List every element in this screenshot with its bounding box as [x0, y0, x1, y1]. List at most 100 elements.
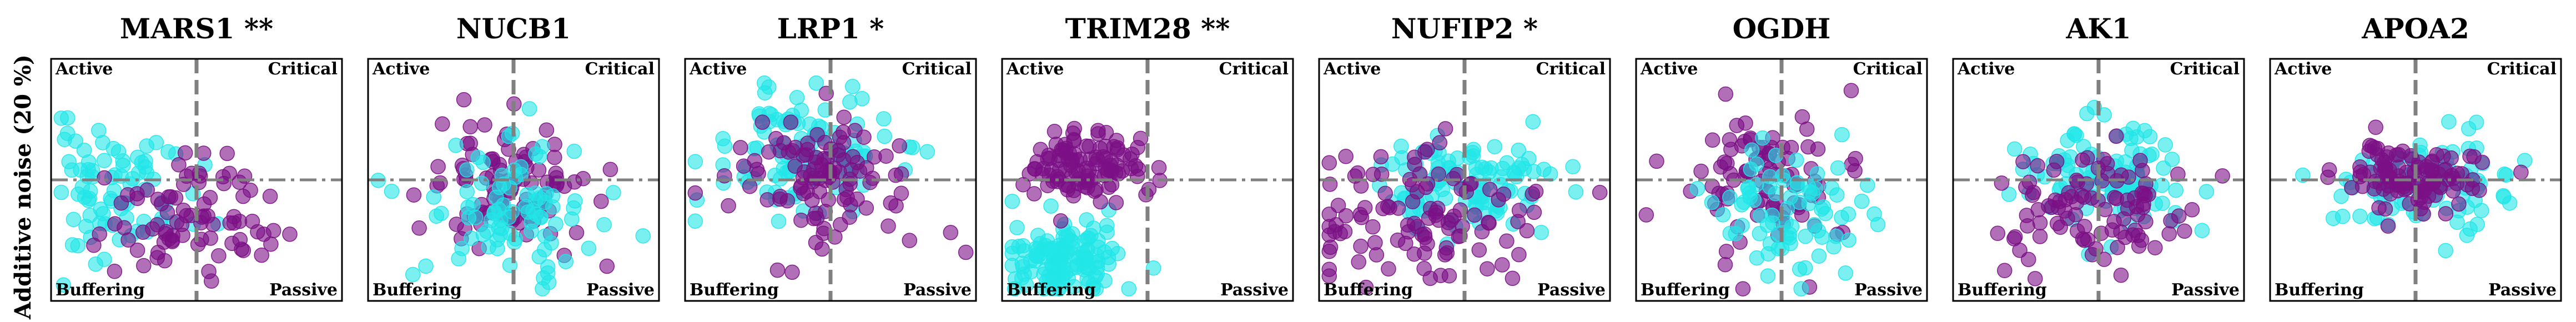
- scatter-point-purple: [1997, 263, 2012, 279]
- scatter-point-cyan: [1765, 215, 1780, 231]
- panel-title: APOA2: [2362, 12, 2469, 45]
- scatter-point-purple: [201, 264, 217, 279]
- scatter-point-purple: [1098, 125, 1114, 140]
- scatter-point-cyan: [596, 217, 612, 233]
- scatter-point-purple: [2052, 219, 2068, 235]
- scatter-point-purple: [1066, 132, 1081, 148]
- scatter-point-cyan: [1834, 127, 1850, 143]
- scatter-point-purple: [2032, 215, 2048, 231]
- scatter-point-purple: [814, 241, 830, 257]
- scatter-point-purple: [783, 114, 799, 130]
- scatter-point-purple: [1027, 186, 1042, 202]
- scatter-point-cyan: [581, 240, 597, 256]
- scatter-point-cyan: [1568, 184, 1584, 200]
- quadrant-label-critical: Critical: [1853, 59, 1923, 79]
- scatter-point-purple: [2451, 196, 2467, 212]
- scatter-point-cyan: [1499, 155, 1515, 171]
- scatter-point-purple: [1421, 210, 1437, 226]
- scatter-point-purple: [2368, 119, 2383, 135]
- scatter-point-cyan: [1525, 114, 1541, 130]
- scatter-point-purple: [902, 233, 918, 248]
- scatter-point-cyan: [82, 208, 98, 223]
- scatter-point-purple: [1432, 135, 1447, 150]
- scatter-point-cyan: [459, 162, 475, 178]
- scatter-plot-area: Active Critical Buffering Passive: [1635, 58, 1928, 302]
- scatter-point-purple: [432, 175, 448, 191]
- scatter-point-purple: [602, 162, 618, 178]
- scatter-point-cyan: [1055, 229, 1071, 245]
- scatter-point-cyan: [1734, 197, 1749, 213]
- scatter-point-cyan: [1742, 185, 1757, 201]
- scatter-point-cyan: [1801, 195, 1817, 212]
- plot-frame: [367, 58, 660, 302]
- scatter-point-purple: [2320, 169, 2336, 185]
- scatter-point-purple: [548, 165, 564, 181]
- scatter-point-purple: [430, 159, 446, 174]
- scatter-point-cyan: [481, 239, 497, 255]
- quadrant-label-passive: Passive: [903, 280, 972, 300]
- scatter-point-cyan: [802, 116, 818, 132]
- scatter-point-purple: [2113, 267, 2129, 283]
- scatter-point-purple: [2110, 240, 2125, 255]
- scatter-point-cyan: [521, 101, 537, 117]
- scatter-panel: TRIM28 ** Active Critical Buffering Passive: [1001, 0, 1294, 322]
- scatter-point-cyan: [1715, 207, 1731, 223]
- scatter-point-cyan: [2001, 187, 2017, 202]
- scatter-point-purple: [1491, 192, 1506, 208]
- scatter-point-cyan: [545, 199, 561, 215]
- scatter-point-purple: [1381, 261, 1396, 277]
- quadrant-label-critical: Critical: [585, 59, 655, 79]
- scatter-point-cyan: [463, 230, 479, 246]
- scatter-point-purple: [254, 247, 269, 263]
- scatter-point-purple: [2032, 229, 2048, 244]
- scatter-point-cyan: [535, 281, 550, 296]
- panel-title: NUFIP2 *: [1391, 12, 1538, 45]
- scatter-point-purple: [833, 217, 848, 233]
- scatter-point-cyan: [1744, 142, 1760, 158]
- scatter-point-cyan: [53, 184, 69, 200]
- scatter-point-purple: [858, 200, 874, 216]
- scatter-point-cyan: [1755, 130, 1770, 146]
- scatter-point-purple: [787, 158, 803, 174]
- scatter-point-purple: [435, 116, 450, 132]
- scatter-point-cyan: [877, 128, 892, 144]
- scatter-point-purple: [772, 191, 788, 207]
- points-group: [1990, 99, 2230, 286]
- scatter-point-cyan: [534, 139, 550, 154]
- scatter-point-cyan: [434, 205, 449, 222]
- scatter-point-purple: [793, 212, 809, 228]
- scatter-point-purple: [2135, 199, 2151, 215]
- scatter-point-purple: [2364, 139, 2380, 154]
- scatter-point-purple: [2046, 162, 2062, 178]
- scatter-point-purple: [2400, 175, 2416, 191]
- scatter-point-purple: [2050, 200, 2066, 215]
- quadrant-label-critical: Critical: [1219, 59, 1289, 79]
- scatter-point-purple: [462, 119, 478, 135]
- scatter-point-purple: [262, 188, 278, 204]
- points-group: [1004, 120, 1168, 296]
- scatter-point-purple: [2075, 152, 2090, 168]
- scatter-point-cyan: [1474, 159, 1490, 175]
- scatter-point-cyan: [426, 189, 441, 205]
- quadrant-label-buffering: Buffering: [373, 280, 462, 300]
- scatter-point-purple: [2107, 190, 2122, 205]
- scatter-point-purple: [2464, 180, 2481, 197]
- scatter-point-purple: [1368, 247, 1385, 263]
- scatter-point-purple: [878, 148, 894, 164]
- scatter-point-cyan: [1004, 258, 1020, 273]
- scatter-point-cyan: [82, 183, 98, 199]
- scatter-point-purple: [135, 224, 151, 240]
- scatter-point-purple: [2449, 165, 2466, 182]
- scatter-point-purple: [1373, 166, 1390, 182]
- scatter-point-cyan: [1487, 139, 1502, 154]
- quadrant-label-passive: Passive: [2488, 280, 2557, 300]
- scatter-point-purple: [808, 150, 824, 165]
- scatter-point-purple: [1443, 212, 1459, 228]
- scatter-panel: OGDH Active Critical Buffering Passive: [1635, 0, 1928, 322]
- scatter-point-cyan: [1511, 142, 1527, 158]
- scatter-point-purple: [1103, 153, 1119, 169]
- scatter-point-purple: [2116, 211, 2131, 227]
- scatter-point-purple: [2109, 128, 2124, 144]
- scatter-point-purple: [456, 92, 472, 108]
- scatter-point-cyan: [66, 212, 82, 228]
